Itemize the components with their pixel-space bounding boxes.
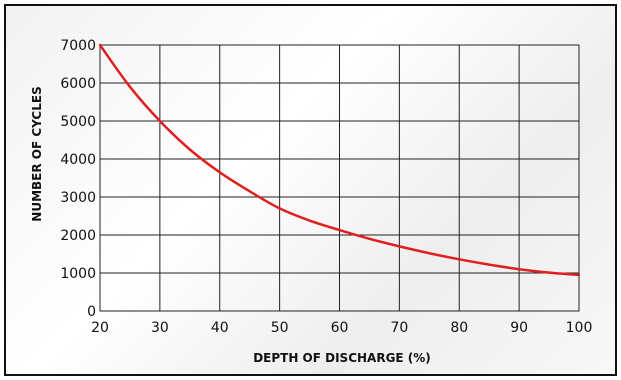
- y-tick-label-3000: 3000: [60, 190, 96, 206]
- y-tick-label-0: 0: [87, 304, 96, 320]
- chart-frame: 0 1000 2000 3000 4000 5000 6000 7000 20 30 40 50 60…: [4, 4, 617, 376]
- y-tick-label-7000: 7000: [60, 38, 96, 54]
- series-line-0: [98, 43, 581, 277]
- x-tick-label-100: 100: [566, 320, 593, 336]
- x-tick-label-90: 90: [510, 320, 528, 336]
- x-tick-label-50: 50: [271, 320, 289, 336]
- y-axis-title: NUMBER OF CYCLES: [30, 86, 44, 221]
- y-tick-label-1000: 1000: [60, 266, 96, 282]
- x-tick-label-60: 60: [331, 320, 349, 336]
- y-axis-ticks: 0 1000 2000 3000 4000 5000 6000 7000: [60, 38, 96, 320]
- x-tick-label-20: 20: [91, 320, 109, 336]
- plot-border: [99, 44, 580, 312]
- x-tick-label-70: 70: [390, 320, 408, 336]
- x-axis-ticks: 20 30 40 50 60 70 80 90 100: [91, 320, 592, 336]
- y-tick-label-6000: 6000: [60, 76, 96, 92]
- series-layer: [98, 43, 581, 277]
- x-tick-label-80: 80: [450, 320, 468, 336]
- x-tick-label-30: 30: [151, 320, 169, 336]
- y-tick-label-4000: 4000: [60, 152, 96, 168]
- x-tick-label-40: 40: [211, 320, 229, 336]
- y-tick-label-5000: 5000: [60, 114, 96, 130]
- cycle-life-chart: 0 1000 2000 3000 4000 5000 6000 7000 20 30 40 50 60…: [30, 38, 592, 365]
- x-axis-title: DEPTH OF DISCHARGE (%): [253, 351, 431, 365]
- y-tick-label-2000: 2000: [60, 228, 96, 244]
- grid: [99, 44, 580, 312]
